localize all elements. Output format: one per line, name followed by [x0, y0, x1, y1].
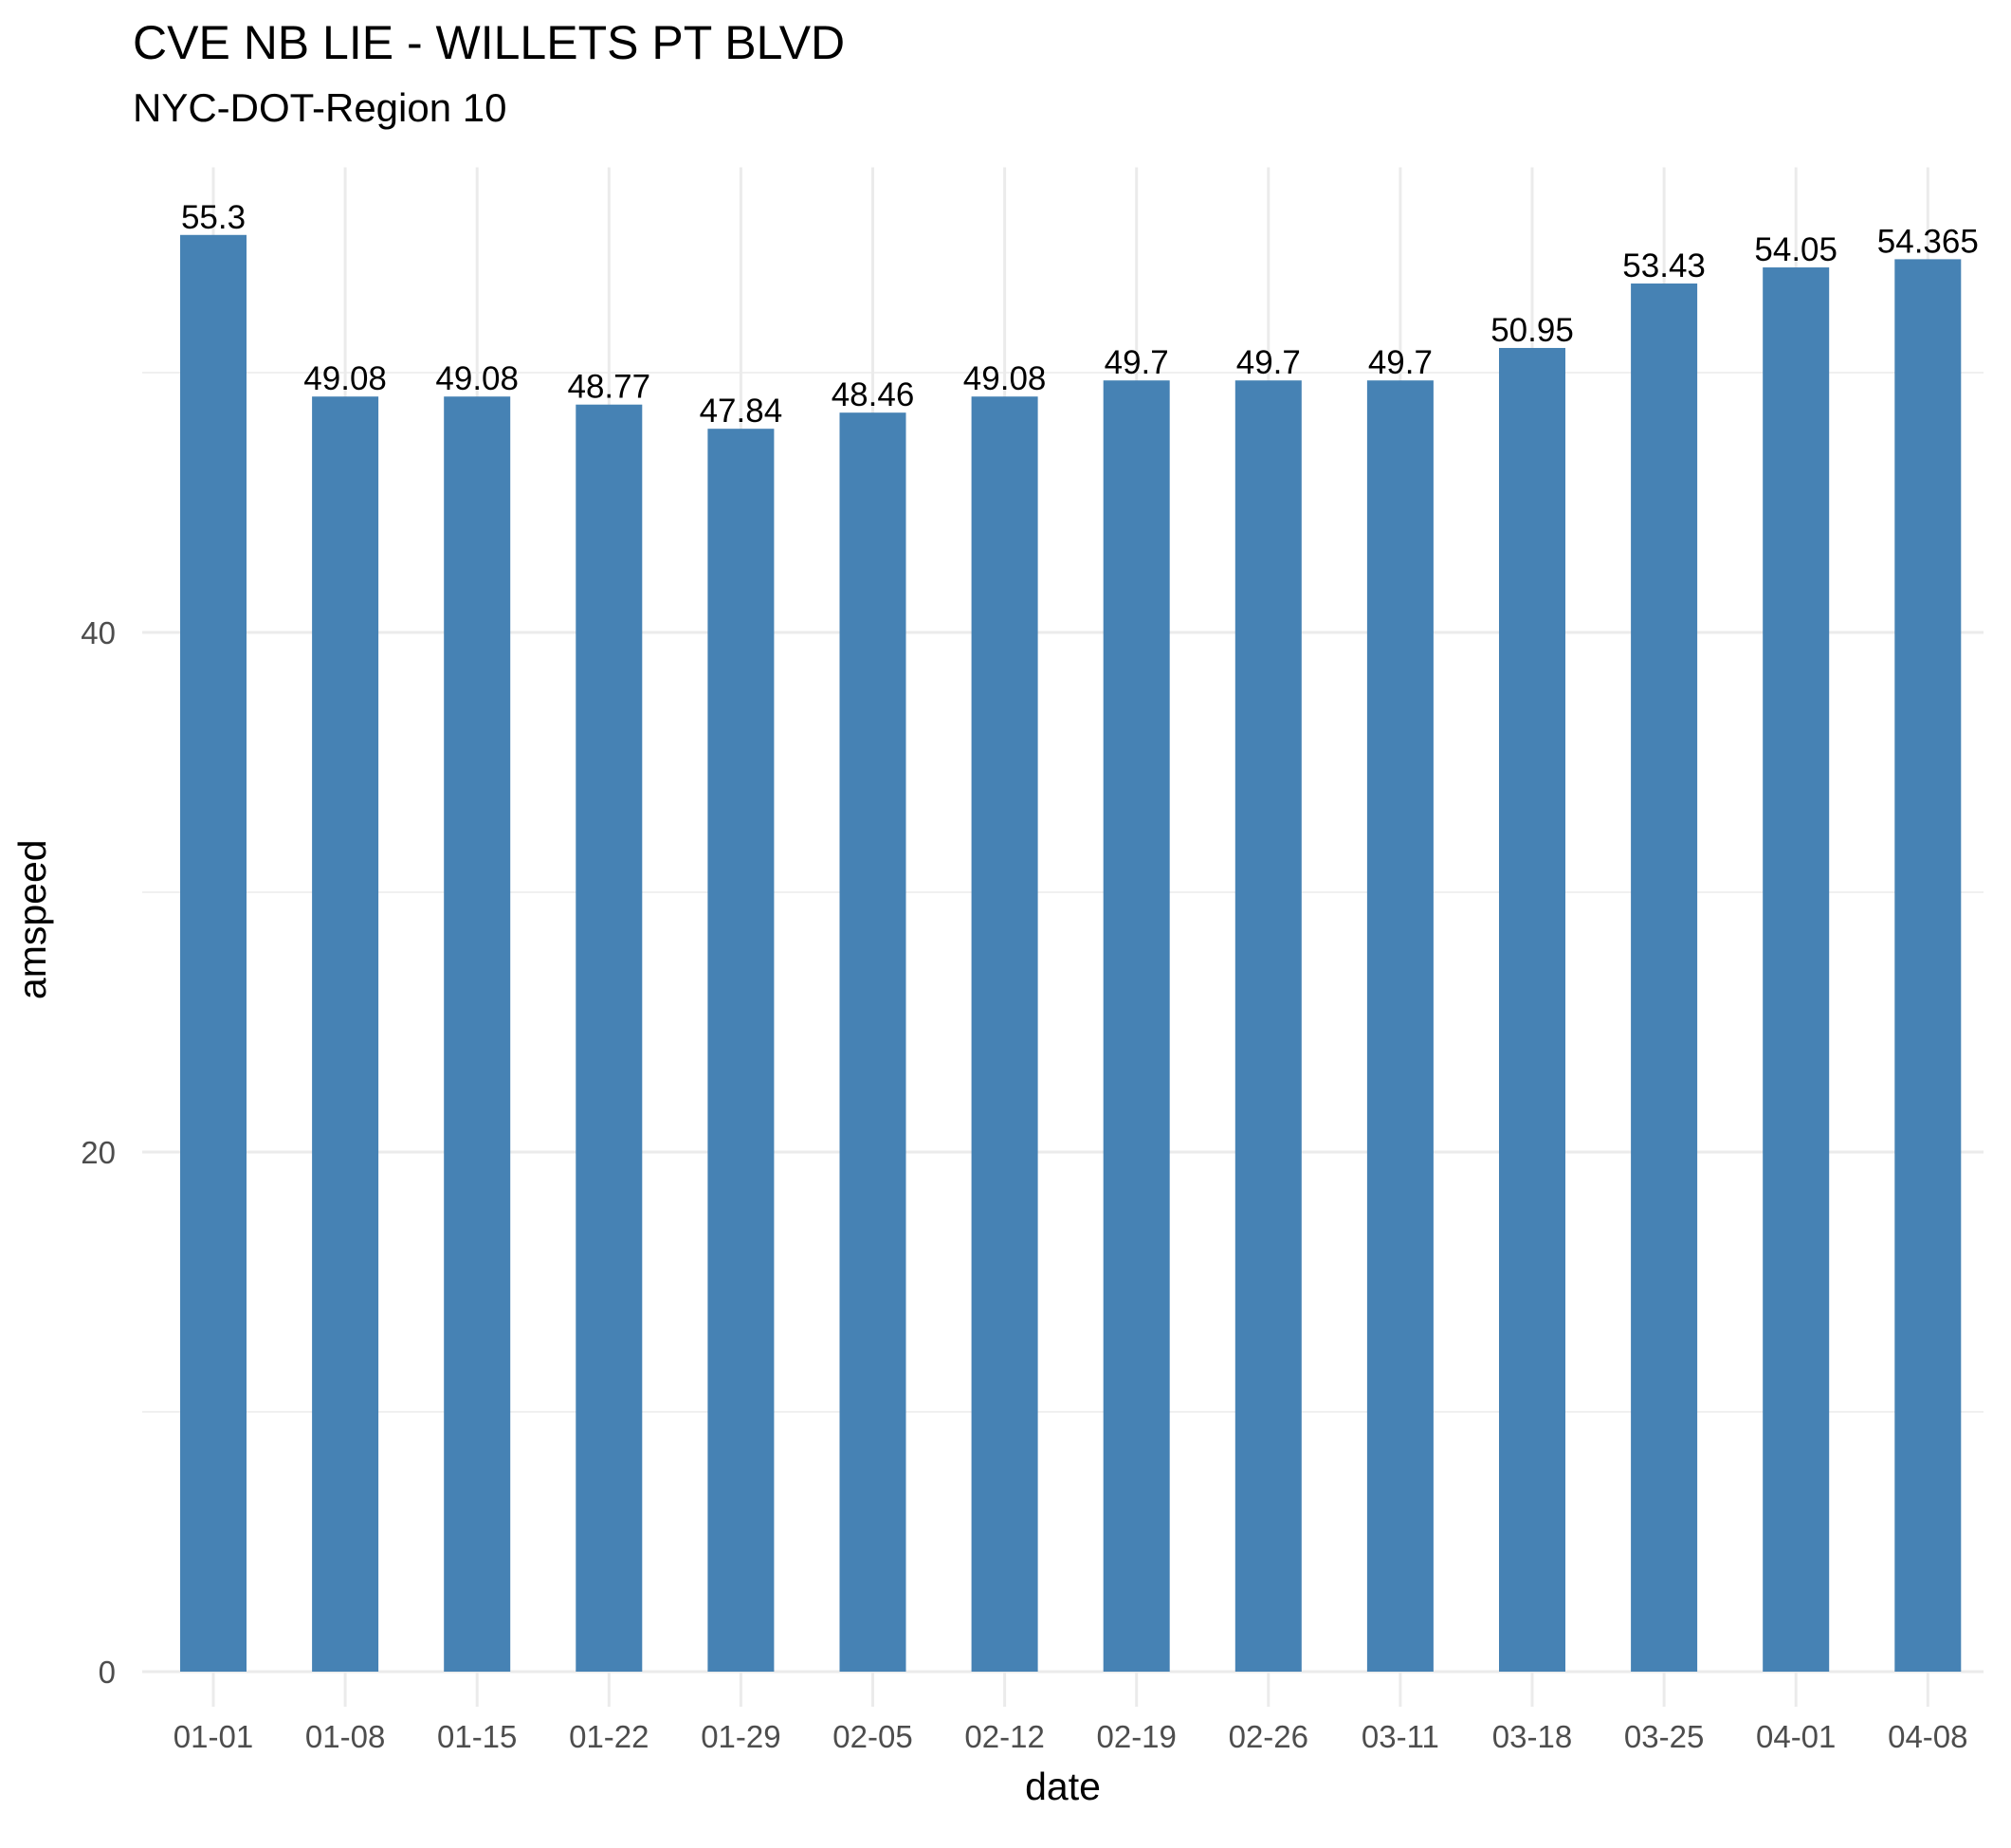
bar-01-22 — [576, 404, 643, 1672]
y-tick-label: 20 — [81, 1135, 116, 1170]
data-label: 48.46 — [832, 376, 915, 413]
x-tick-label: 01-29 — [701, 1719, 780, 1754]
data-label: 49.7 — [1236, 344, 1301, 381]
bar-02-12 — [971, 396, 1038, 1672]
x-tick-label: 02-19 — [1096, 1719, 1176, 1754]
x-tick-label: 03-25 — [1624, 1719, 1704, 1754]
bar-01-29 — [707, 429, 775, 1673]
bar-01-01 — [180, 234, 247, 1672]
x-axis-title: date — [1025, 1765, 1101, 1808]
data-label: 55.3 — [181, 199, 246, 236]
x-tick-label: 01-08 — [305, 1719, 385, 1754]
bar-04-01 — [1763, 267, 1830, 1672]
data-labels: 55.3 49.08 49.08 48.77 47.84 48.46 49.08 49.7 49… — [181, 199, 1979, 430]
x-tick-label: 01-22 — [569, 1719, 649, 1754]
bar-03-18 — [1499, 347, 1565, 1673]
x-tick-label: 04-01 — [1756, 1719, 1836, 1754]
data-label: 54.365 — [1877, 223, 1979, 260]
x-tick-label: 01-01 — [174, 1719, 253, 1754]
y-axis-title: amspeed — [10, 839, 54, 999]
bar-04-08 — [1894, 259, 1962, 1673]
x-tick-label: 04-08 — [1888, 1719, 1967, 1754]
data-label: 50.95 — [1490, 312, 1574, 349]
x-tick-label: 01-15 — [437, 1719, 517, 1754]
data-label: 49.08 — [303, 360, 387, 397]
x-tick-label: 02-26 — [1229, 1719, 1308, 1754]
data-label: 48.77 — [568, 369, 651, 406]
y-axis-ticks: 0 20 40 — [81, 615, 116, 1690]
grid-lines — [142, 167, 1984, 1707]
data-label: 54.05 — [1754, 231, 1837, 268]
bar-01-08 — [312, 396, 379, 1672]
x-tick-label: 03-18 — [1492, 1719, 1572, 1754]
chart-title: CVE NB LIE - WILLETS PT BLVD — [133, 16, 846, 69]
chart-subtitle: NYC-DOT-Region 10 — [133, 85, 507, 130]
data-label: 49.7 — [1105, 344, 1169, 381]
y-tick-label: 40 — [81, 615, 116, 650]
data-label: 47.84 — [700, 393, 783, 430]
bar-02-19 — [1103, 380, 1170, 1673]
y-tick-label: 0 — [99, 1655, 116, 1690]
bar-02-05 — [839, 412, 906, 1672]
x-tick-label: 02-05 — [832, 1719, 912, 1754]
bar-03-25 — [1631, 284, 1698, 1672]
data-label: 53.43 — [1622, 247, 1706, 284]
data-label: 49.08 — [435, 360, 519, 397]
data-label: 49.7 — [1368, 344, 1433, 381]
bar-03-11 — [1366, 380, 1434, 1673]
bar-01-15 — [444, 396, 511, 1672]
x-tick-label: 02-12 — [964, 1719, 1044, 1754]
x-tick-label: 03-11 — [1362, 1719, 1439, 1754]
bars — [180, 234, 1962, 1673]
bar-02-26 — [1234, 380, 1302, 1673]
x-axis-ticks: 01-01 01-08 01-15 01-22 01-29 02-05 02-12 02-19… — [174, 1719, 1968, 1754]
data-label: 49.08 — [963, 360, 1047, 397]
